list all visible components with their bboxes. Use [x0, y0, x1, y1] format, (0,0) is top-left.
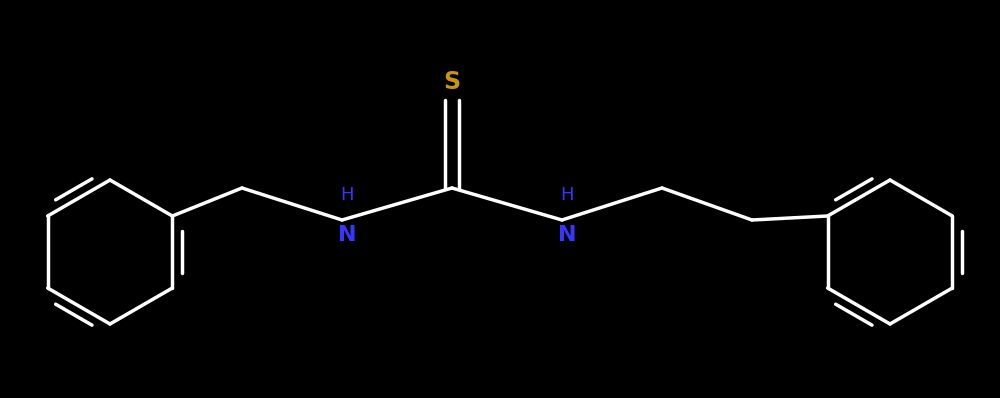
Text: N: N — [338, 225, 356, 245]
Text: H: H — [340, 186, 354, 204]
Text: N: N — [558, 225, 576, 245]
Text: S: S — [443, 70, 461, 94]
Text: H: H — [560, 186, 574, 204]
